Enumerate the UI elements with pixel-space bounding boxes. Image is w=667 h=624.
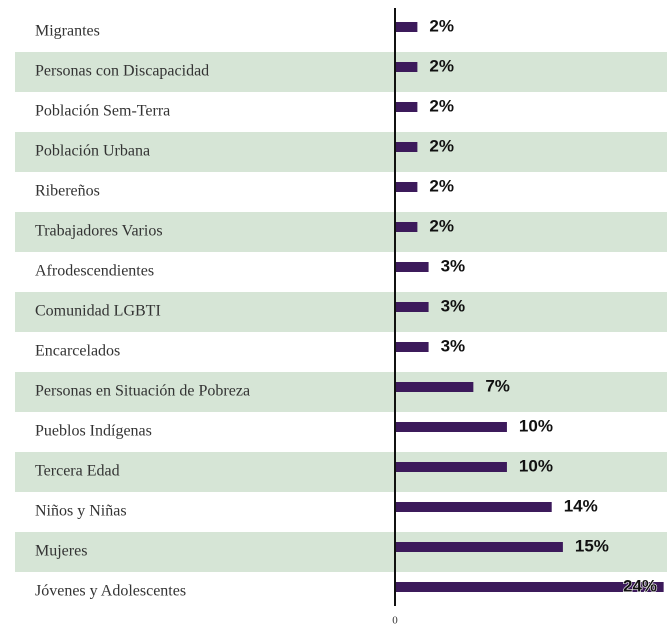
category-label: Afrodescendientes bbox=[35, 263, 154, 280]
category-label: Migrantes bbox=[35, 23, 100, 40]
value-label: 2% bbox=[429, 96, 454, 115]
category-label: Trabajadores Varios bbox=[35, 223, 163, 240]
row-stripe bbox=[15, 132, 667, 172]
row-stripe bbox=[15, 372, 667, 412]
bar bbox=[395, 422, 507, 432]
category-label: Población Urbana bbox=[35, 143, 150, 160]
bar bbox=[395, 382, 474, 392]
value-label: 7% bbox=[485, 376, 510, 395]
value-label: 2% bbox=[429, 176, 454, 195]
value-label: 2% bbox=[429, 56, 454, 75]
bar bbox=[395, 302, 429, 312]
category-label: Pueblos Indígenas bbox=[35, 423, 152, 440]
row-stripe bbox=[15, 532, 667, 572]
category-label: Ribereños bbox=[35, 183, 100, 200]
bar bbox=[395, 222, 418, 232]
category-label: Encarcelados bbox=[35, 343, 120, 360]
value-label: 2% bbox=[429, 216, 454, 235]
bar bbox=[395, 182, 418, 192]
value-label: 3% bbox=[441, 336, 466, 355]
bar bbox=[395, 582, 664, 592]
value-label: 14% bbox=[564, 496, 598, 515]
category-label: Comunidad LGBTI bbox=[35, 303, 161, 320]
category-label: Tercera Edad bbox=[35, 463, 120, 480]
bar bbox=[395, 22, 418, 32]
row-stripe bbox=[15, 212, 667, 252]
value-label: 15% bbox=[575, 536, 609, 555]
row-stripe bbox=[15, 452, 667, 492]
bar bbox=[395, 342, 429, 352]
row-stripe bbox=[15, 52, 667, 92]
category-label: Población Sem-Terra bbox=[35, 103, 170, 120]
category-label: Personas en Situación de Pobreza bbox=[35, 383, 250, 400]
value-label: 2% bbox=[429, 136, 454, 155]
category-label: Mujeres bbox=[35, 543, 87, 560]
bar bbox=[395, 542, 563, 552]
row-stripe bbox=[15, 292, 667, 332]
value-label: 10% bbox=[519, 416, 553, 435]
category-label: Niños y Niñas bbox=[35, 503, 127, 520]
x-tick-label: 0 bbox=[392, 615, 398, 624]
value-label: 10% bbox=[519, 456, 553, 475]
value-label: 24% bbox=[623, 576, 657, 595]
value-label: 3% bbox=[441, 296, 466, 315]
bar bbox=[395, 462, 507, 472]
category-label: Jóvenes y Adolescentes bbox=[35, 583, 186, 600]
bar bbox=[395, 102, 418, 112]
bar bbox=[395, 62, 418, 72]
category-label: Personas con Discapacidad bbox=[35, 63, 209, 80]
bar bbox=[395, 142, 418, 152]
value-label: 3% bbox=[441, 256, 466, 275]
value-label: 2% bbox=[429, 16, 454, 35]
bar bbox=[395, 502, 552, 512]
bar bbox=[395, 262, 429, 272]
